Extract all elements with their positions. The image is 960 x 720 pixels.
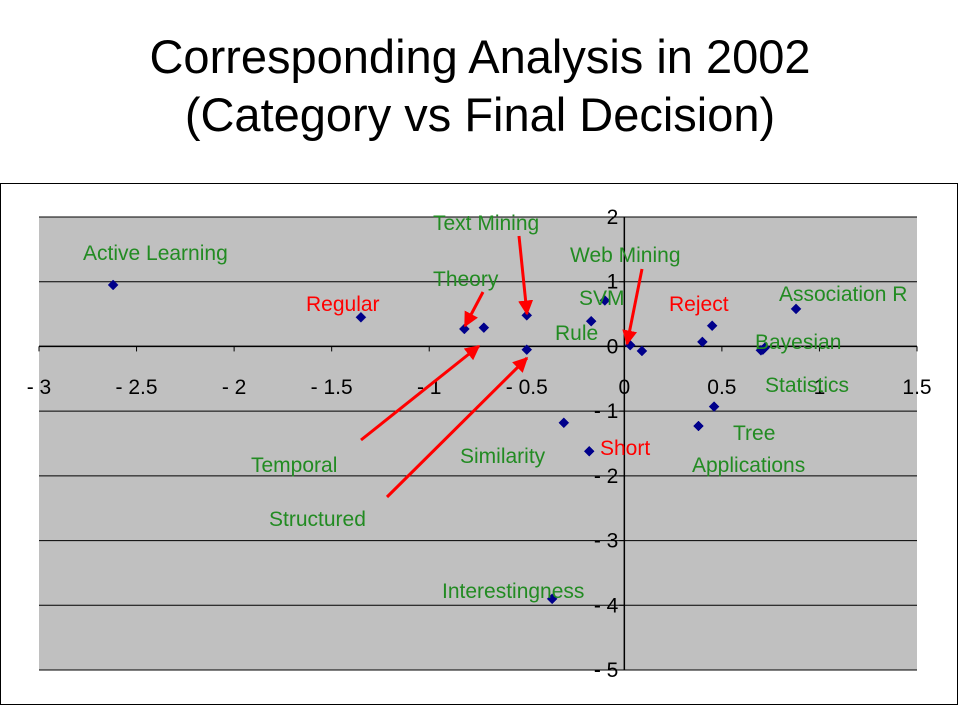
data-point [521, 344, 533, 356]
y-tick-label: 2 [607, 206, 619, 229]
plot-area [39, 217, 917, 670]
title-line-1: Corresponding Analysis in 2002 [149, 30, 811, 83]
y-tick-label: - 1 [594, 400, 619, 423]
x-tick-label: 1.5 [902, 376, 931, 399]
data-point [706, 320, 718, 332]
x-tick-label: - 3 [27, 376, 52, 399]
data-point [583, 445, 595, 457]
annotation-svm: SVM [579, 287, 625, 310]
x-tick-label: - 2.5 [116, 376, 158, 399]
y-tick-label: - 2 [594, 465, 619, 488]
annotation-association-r: Association R [779, 283, 907, 306]
y-tick-label: - 4 [594, 594, 619, 617]
y-tick-label: - 3 [594, 530, 619, 553]
annotation-interestingness: Interestingness [442, 580, 584, 603]
title-line-2: (Category vs Final Decision) [184, 88, 776, 141]
arrow-text-mining [517, 235, 534, 316]
data-point [636, 345, 648, 357]
annotation-tree: Tree [733, 422, 775, 445]
x-tick-label: 0 [618, 376, 630, 399]
data-point [708, 401, 720, 412]
annotation-web-mining: Web Mining [570, 244, 681, 267]
x-tick-label: - 2 [222, 376, 247, 399]
annotation-rule: Rule [555, 322, 598, 345]
arrow-theory [463, 291, 485, 328]
annotation-applications: Applications [692, 454, 805, 477]
annotation-structured: Structured [269, 508, 366, 531]
x-tick-label: 0.5 [707, 376, 736, 399]
x-tick-label: 1 [814, 376, 826, 399]
data-point [558, 417, 570, 429]
annotation-similarity: Similarity [460, 445, 546, 468]
data-point [693, 420, 704, 432]
data-point [478, 322, 490, 334]
arrow-temporal [360, 344, 481, 442]
data-point [790, 303, 802, 315]
x-tick-label: - 1.5 [311, 376, 353, 399]
slide-title: Corresponding Analysis in 2002 (Category… [0, 28, 960, 144]
annotation-theory: Theory [433, 268, 499, 291]
data-point [585, 315, 597, 327]
annotation-short: Short [600, 437, 650, 460]
x-tick-label: - 0.5 [506, 376, 548, 399]
y-tick-label: 0 [607, 335, 619, 358]
annotation-reject: Reject [669, 293, 729, 316]
y-tick-label: 1 [607, 271, 619, 294]
annotation-regular: Regular [306, 293, 380, 316]
annotation-bayesian: Bayesian [755, 331, 841, 354]
data-point [599, 295, 611, 306]
arrow-web-mining [622, 268, 644, 346]
data-point [355, 311, 367, 323]
annotation-active-learning: Active Learning [83, 242, 228, 265]
y-tick-label: - 5 [594, 659, 619, 682]
data-point [107, 279, 119, 291]
annotation-statistics: Statistics [765, 374, 849, 397]
annotation-text-mining: Text Mining [433, 212, 539, 235]
annotation-temporal: Temporal [251, 454, 337, 477]
data-point [759, 342, 771, 354]
data-point [697, 336, 708, 348]
arrow-structured [385, 356, 529, 499]
data-point [546, 593, 558, 605]
